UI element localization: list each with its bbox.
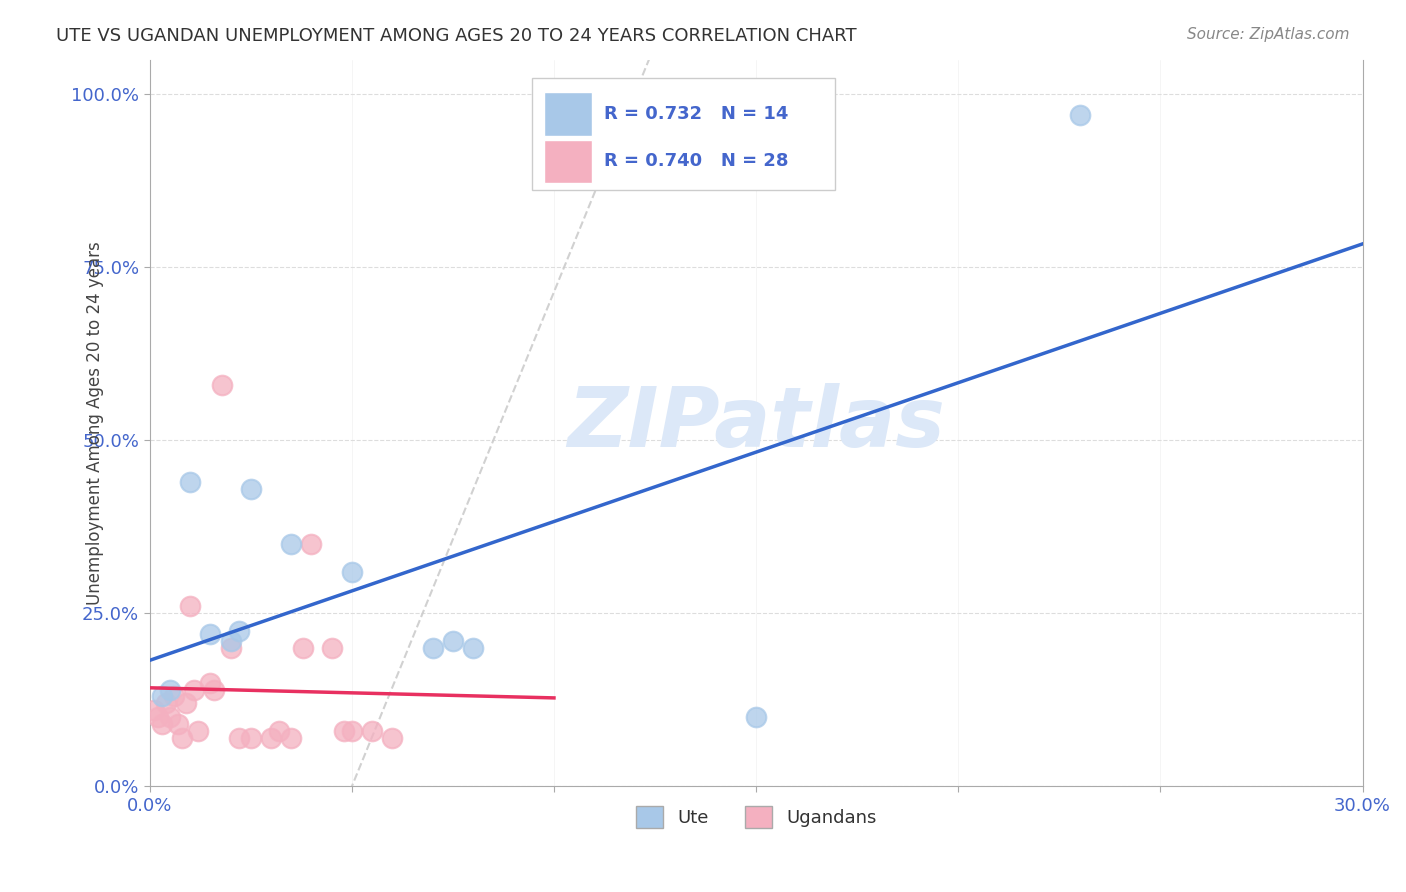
Point (332, 724, 354, 739)
Point (299, 537, 322, 551)
Point (745, 710, 768, 724)
Point (280, 731, 302, 745)
Point (179, 475, 201, 489)
Point (150, 717, 173, 731)
Point (146, 710, 169, 724)
Point (187, 724, 209, 739)
Point (239, 482, 262, 496)
Point (159, 682, 181, 697)
Point (1069, 108, 1091, 122)
Text: Source: ZipAtlas.com: Source: ZipAtlas.com (1187, 27, 1350, 42)
Text: UTE VS UGANDAN UNEMPLOYMENT AMONG AGES 20 TO 24 YEARS CORRELATION CHART: UTE VS UGANDAN UNEMPLOYMENT AMONG AGES 2… (56, 27, 856, 45)
Text: Unemployment Among Ages 20 to 24 years: Unemployment Among Ages 20 to 24 years (86, 241, 104, 605)
Point (461, 640, 484, 655)
Point (211, 378, 233, 392)
Point (202, 682, 225, 697)
Point (422, 640, 444, 655)
Point (321, 640, 343, 655)
Point (200, 627, 222, 641)
Text: R = 0.732   N = 14: R = 0.732 N = 14 (605, 105, 789, 123)
Point (155, 697, 177, 711)
Point (200, 675, 222, 690)
Point (228, 624, 250, 638)
Point (228, 731, 250, 745)
Point (219, 634, 242, 648)
Point (340, 565, 363, 579)
Point (170, 731, 193, 745)
Point (292, 640, 315, 655)
Point (183, 682, 205, 697)
Legend: Ute, Ugandans: Ute, Ugandans (628, 799, 884, 836)
Point (340, 724, 363, 739)
Point (361, 724, 384, 739)
Point (163, 690, 186, 704)
Bar (544, 139, 592, 183)
Bar (544, 92, 592, 136)
Point (142, 703, 165, 717)
Point (159, 710, 181, 724)
Text: ZIPatlas: ZIPatlas (567, 383, 945, 464)
Point (179, 599, 201, 614)
FancyBboxPatch shape (531, 78, 835, 190)
Point (239, 731, 262, 745)
Point (150, 690, 173, 704)
Point (267, 724, 290, 739)
Point (260, 731, 283, 745)
Text: R = 0.740   N = 28: R = 0.740 N = 28 (605, 153, 789, 170)
Point (219, 640, 242, 655)
Point (441, 634, 464, 648)
Point (381, 731, 404, 745)
Point (280, 537, 302, 551)
Point (167, 717, 190, 731)
Point (174, 697, 197, 711)
